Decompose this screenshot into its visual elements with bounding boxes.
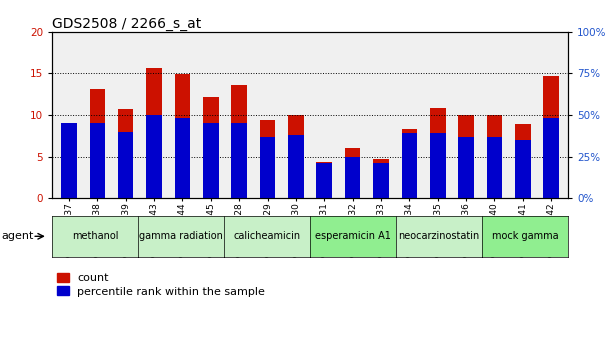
Bar — [260, 120, 276, 198]
Bar — [487, 115, 502, 198]
Bar — [487, 137, 502, 198]
Bar — [316, 162, 332, 198]
Text: agent: agent — [1, 231, 34, 241]
Bar — [232, 85, 247, 198]
Bar — [175, 118, 190, 198]
Bar — [458, 137, 474, 198]
Bar — [288, 135, 304, 198]
Bar — [373, 159, 389, 198]
Bar — [61, 165, 77, 198]
Bar — [118, 132, 133, 198]
Bar — [61, 124, 77, 198]
Bar — [118, 109, 133, 198]
Bar — [401, 129, 417, 198]
Bar — [260, 137, 276, 198]
Bar — [345, 148, 360, 198]
Bar — [288, 115, 304, 198]
Bar — [515, 124, 530, 198]
Text: methanol: methanol — [71, 231, 118, 241]
Bar — [543, 118, 559, 198]
Bar — [316, 163, 332, 198]
Bar — [90, 89, 105, 198]
Text: mock gamma: mock gamma — [492, 231, 558, 241]
Bar — [146, 115, 162, 198]
Bar — [373, 163, 389, 198]
Text: GDS2508 / 2266_s_at: GDS2508 / 2266_s_at — [52, 17, 201, 31]
Text: esperamicin A1: esperamicin A1 — [315, 231, 391, 241]
Bar — [458, 115, 474, 198]
Text: calicheamicin: calicheamicin — [233, 231, 301, 241]
Bar — [146, 68, 162, 198]
Bar — [543, 76, 559, 198]
Bar — [90, 124, 105, 198]
Bar — [175, 74, 190, 198]
Bar — [203, 97, 219, 198]
Legend: count, percentile rank within the sample: count, percentile rank within the sample — [57, 273, 265, 297]
Text: gamma radiation: gamma radiation — [139, 231, 223, 241]
Text: neocarzinostatin: neocarzinostatin — [398, 231, 480, 241]
Bar — [345, 156, 360, 198]
Bar — [430, 108, 445, 198]
Bar — [232, 124, 247, 198]
Bar — [430, 133, 445, 198]
Bar — [401, 133, 417, 198]
Bar — [515, 140, 530, 198]
Bar — [203, 124, 219, 198]
